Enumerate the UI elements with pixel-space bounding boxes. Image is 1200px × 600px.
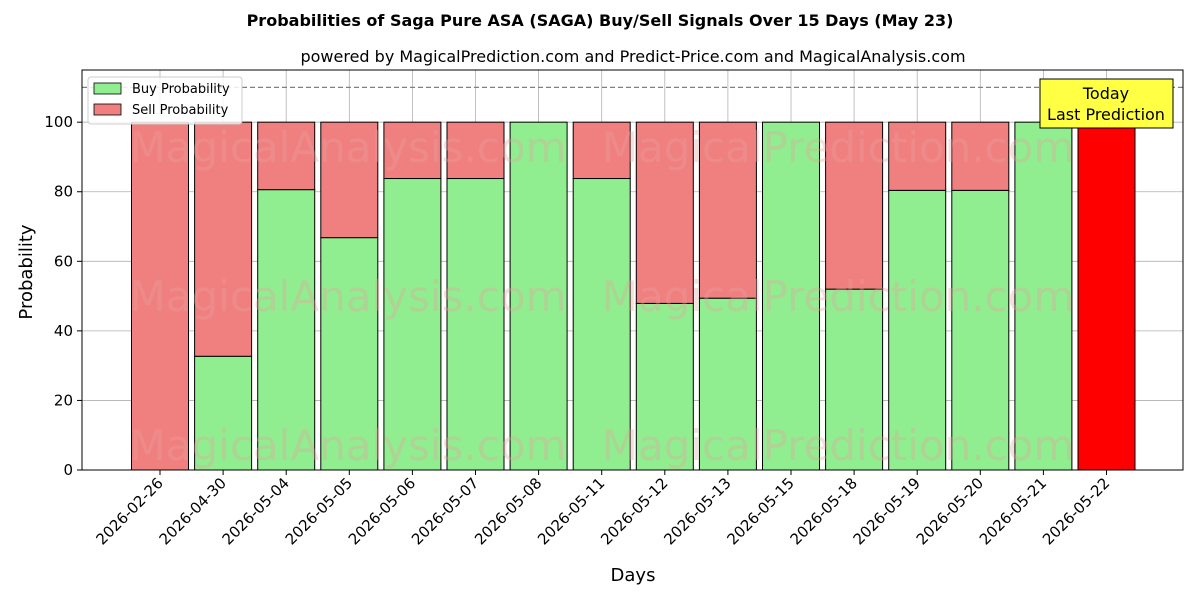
bar-buy bbox=[1014, 121, 1073, 471]
legend-swatch-buy bbox=[93, 82, 122, 95]
x-tick-label: 2026-05-06 bbox=[345, 474, 419, 548]
legend: Buy Probability Sell Probability bbox=[87, 76, 243, 125]
chart-title: Probabilities of Saga Pure ASA (SAGA) Bu… bbox=[247, 11, 954, 30]
y-tick-label: 100 bbox=[44, 113, 73, 131]
bar-sell bbox=[635, 121, 694, 304]
annotation-line-1: Today bbox=[1082, 84, 1129, 103]
bar-sell bbox=[383, 121, 442, 180]
legend-box bbox=[87, 76, 243, 125]
x-tick-label: 2026-05-13 bbox=[660, 474, 734, 548]
x-tick-label: 2026-05-12 bbox=[597, 474, 671, 548]
bar-buy bbox=[762, 121, 820, 471]
annotation-box bbox=[1039, 78, 1174, 129]
x-tick-label: 2026-05-20 bbox=[913, 474, 987, 548]
x-tick-label: 2026-05-18 bbox=[787, 474, 861, 548]
bar-sell bbox=[320, 121, 379, 239]
y-tick-label: 20 bbox=[54, 391, 73, 409]
bar-buy bbox=[698, 297, 757, 471]
today-annotation: Today Last Prediction bbox=[1039, 78, 1174, 129]
bar-sell bbox=[257, 121, 316, 191]
x-tick-label: 2026-02-26 bbox=[92, 474, 166, 548]
watermark-text: MagicalPrediction.com bbox=[602, 421, 1075, 470]
plot-frame bbox=[81, 69, 1184, 471]
y-tick-label: 60 bbox=[54, 252, 73, 270]
x-tick-label: 2026-05-21 bbox=[976, 474, 1050, 548]
x-tick-label: 2026-05-19 bbox=[850, 474, 924, 548]
bar-sell bbox=[1077, 121, 1136, 471]
x-axis-label: Days bbox=[611, 565, 656, 586]
watermark-text: MagicalAnalysis.com bbox=[130, 421, 567, 470]
bar-sell bbox=[825, 121, 884, 290]
bar-sell bbox=[951, 121, 1010, 191]
bar-buy bbox=[888, 189, 947, 471]
x-tick-label: 2026-05-07 bbox=[408, 474, 482, 548]
bar-buy bbox=[951, 189, 1010, 471]
watermark-text: MagicalAnalysis.com bbox=[130, 123, 567, 172]
watermarks: MagicalAnalysis.com MagicalPrediction.com… bbox=[130, 123, 1075, 470]
bar-sell bbox=[888, 121, 947, 191]
bars bbox=[131, 121, 1136, 471]
bar-buy bbox=[509, 121, 568, 471]
legend-label-buy: Buy Probability bbox=[132, 82, 230, 97]
x-tick-label: 2026-05-11 bbox=[534, 474, 608, 548]
bar-buy bbox=[635, 302, 694, 471]
bar-buy bbox=[572, 178, 631, 471]
x-tick-label: 2026-05-04 bbox=[219, 474, 293, 548]
bar-sell bbox=[698, 121, 757, 299]
bar-sell bbox=[572, 121, 631, 180]
y-tick-label: 0 bbox=[63, 461, 73, 479]
x-tick-label: 2026-05-22 bbox=[1039, 474, 1113, 548]
bar-buy bbox=[320, 237, 379, 471]
watermark-text: MagicalAnalysis.com bbox=[130, 272, 567, 321]
bar-sell bbox=[446, 121, 505, 180]
bar-buy bbox=[446, 178, 505, 471]
plot-area: MagicalAnalysis.com MagicalPrediction.com… bbox=[44, 69, 1184, 548]
watermark-text: MagicalPrediction.com bbox=[602, 272, 1075, 321]
y-tick-label: 80 bbox=[54, 183, 73, 201]
x-tick-label: 2026-05-08 bbox=[471, 474, 545, 548]
x-tick-label: 2026-05-05 bbox=[282, 474, 356, 548]
watermark-text: MagicalPrediction.com bbox=[602, 123, 1075, 172]
x-tick-label: 2026-04-30 bbox=[156, 474, 230, 548]
y-axis-label: Probability bbox=[16, 224, 37, 319]
legend-label-sell: Sell Probability bbox=[132, 103, 229, 118]
y-tick-label: 40 bbox=[54, 322, 73, 340]
bar-sell bbox=[194, 121, 253, 357]
annotation-line-2: Last Prediction bbox=[1047, 105, 1165, 124]
legend-swatch-sell bbox=[93, 103, 122, 116]
chart-subtitle: powered by MagicalPrediction.com and Pre… bbox=[300, 47, 965, 66]
x-tick-label: 2026-05-15 bbox=[723, 474, 797, 548]
bar-buy bbox=[825, 288, 884, 471]
